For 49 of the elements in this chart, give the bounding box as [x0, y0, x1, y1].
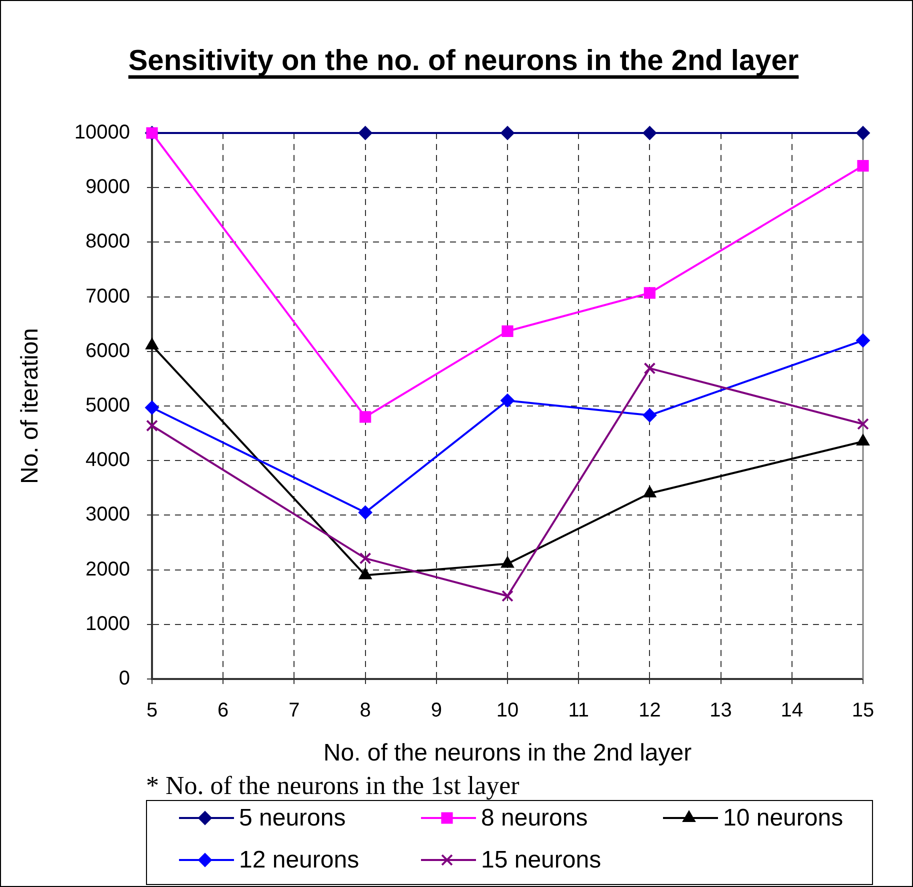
y-tick-label: 9000 [86, 176, 130, 198]
point [644, 362, 656, 374]
y-tick-label: 7000 [86, 285, 130, 308]
point [359, 411, 372, 423]
point [146, 420, 158, 432]
point [856, 126, 870, 140]
x-tick-label: 14 [780, 700, 804, 722]
x-tick-label: 13 [710, 700, 732, 722]
y-tick-label: 6000 [86, 340, 130, 362]
point [644, 287, 656, 299]
x-tick-label: 11 [568, 700, 589, 722]
chart-title: Sensitivity on the no. of neurons in the 2nd layer [128, 45, 799, 77]
legend-title: * No. of the neurons in the 1st layer [146, 770, 520, 800]
x-tick-label: 15 [852, 700, 874, 722]
x-tick-label: 10 [496, 700, 519, 722]
point [642, 126, 657, 140]
y-tick-label: 8000 [86, 230, 130, 253]
point [856, 333, 870, 348]
point [358, 126, 372, 140]
point [642, 408, 657, 422]
y-tick-label: 4000 [86, 449, 130, 472]
legend-label: 8 neurons [481, 804, 588, 832]
y-tick-label: 2000 [86, 558, 130, 580]
point [500, 126, 514, 140]
legend-label: 12 neurons [239, 846, 360, 874]
y-tick-label: 5000 [86, 394, 130, 417]
point [500, 394, 514, 408]
y-tick-label: 0 [118, 668, 130, 690]
y-axis-title: No. of iteration [16, 328, 44, 484]
x-tick-label: 6 [218, 700, 229, 722]
y-tick-label: 10000 [74, 122, 130, 144]
x-tick-label: 9 [430, 700, 442, 722]
point [857, 160, 869, 172]
legend-label: 5 neurons [239, 804, 346, 832]
y-tick-label: 3000 [86, 504, 130, 526]
x-tick-label: 12 [638, 700, 661, 722]
point [145, 400, 159, 415]
point [358, 505, 372, 520]
x-axis-title: No. of the neurons in the 2nd layer [323, 740, 692, 767]
x-tick-label: 5 [146, 700, 158, 722]
point [502, 590, 514, 602]
y-tick-label: 1000 [86, 612, 130, 635]
legend-label: 15 neurons [481, 846, 602, 874]
x-tick-label: 7 [288, 700, 300, 722]
point [359, 552, 372, 564]
point [502, 325, 514, 337]
x-tick-label: 8 [360, 700, 371, 722]
point [857, 418, 869, 430]
legend-label: 10 neurons [723, 804, 844, 832]
